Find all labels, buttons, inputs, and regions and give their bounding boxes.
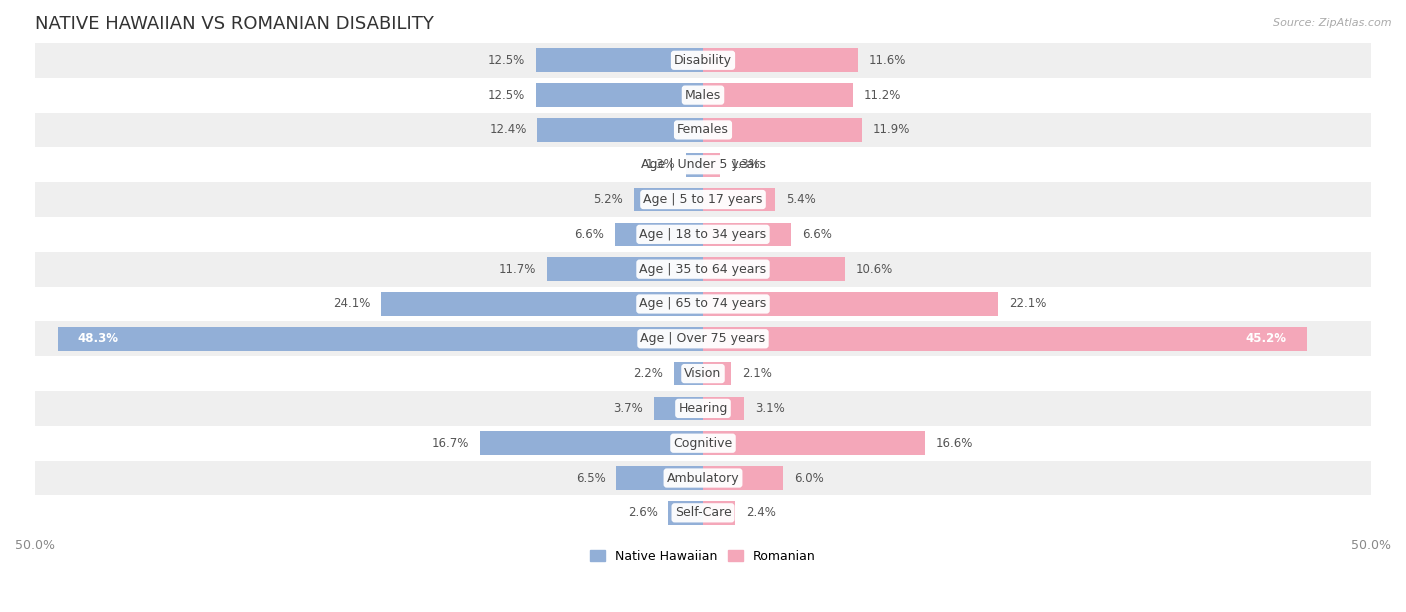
Text: 12.4%: 12.4% <box>489 124 527 136</box>
Text: 2.4%: 2.4% <box>745 506 776 520</box>
Bar <box>35 461 1371 496</box>
Bar <box>703 327 1306 351</box>
Bar <box>703 466 783 490</box>
Text: 11.7%: 11.7% <box>499 263 536 275</box>
Text: 48.3%: 48.3% <box>77 332 118 345</box>
Text: 2.6%: 2.6% <box>627 506 658 520</box>
Text: Cognitive: Cognitive <box>673 437 733 450</box>
Bar <box>673 362 703 386</box>
Text: 11.6%: 11.6% <box>869 54 905 67</box>
Bar <box>381 292 703 316</box>
Bar <box>536 83 703 107</box>
Text: Females: Females <box>678 124 728 136</box>
Bar <box>703 292 998 316</box>
Text: NATIVE HAWAIIAN VS ROMANIAN DISABILITY: NATIVE HAWAIIAN VS ROMANIAN DISABILITY <box>35 15 434 33</box>
Text: 10.6%: 10.6% <box>855 263 893 275</box>
Text: 1.3%: 1.3% <box>645 159 675 171</box>
Text: 6.6%: 6.6% <box>574 228 605 241</box>
Bar <box>35 252 1371 286</box>
Bar <box>58 327 703 351</box>
Bar <box>686 153 703 176</box>
Text: 22.1%: 22.1% <box>1010 297 1046 310</box>
Bar <box>703 362 731 386</box>
Text: Vision: Vision <box>685 367 721 380</box>
Text: Age | Under 5 years: Age | Under 5 years <box>641 159 765 171</box>
Text: 2.1%: 2.1% <box>742 367 772 380</box>
Text: 3.1%: 3.1% <box>755 402 785 415</box>
Text: 16.6%: 16.6% <box>935 437 973 450</box>
Text: Ambulatory: Ambulatory <box>666 471 740 485</box>
Text: Self-Care: Self-Care <box>675 506 731 520</box>
Text: 11.2%: 11.2% <box>863 89 901 102</box>
Bar <box>703 118 862 142</box>
Bar <box>634 188 703 211</box>
Bar <box>703 397 744 420</box>
Bar <box>35 43 1371 78</box>
Text: Age | 35 to 64 years: Age | 35 to 64 years <box>640 263 766 275</box>
Text: Age | Over 75 years: Age | Over 75 years <box>641 332 765 345</box>
Bar <box>35 147 1371 182</box>
Bar <box>35 356 1371 391</box>
Text: Hearing: Hearing <box>678 402 728 415</box>
Bar <box>703 223 792 246</box>
Text: 1.3%: 1.3% <box>731 159 761 171</box>
Bar <box>35 321 1371 356</box>
Bar <box>616 466 703 490</box>
Text: 11.9%: 11.9% <box>873 124 910 136</box>
Bar <box>703 501 735 524</box>
Bar <box>547 257 703 281</box>
Text: 6.0%: 6.0% <box>794 471 824 485</box>
Legend: Native Hawaiian, Romanian: Native Hawaiian, Romanian <box>585 545 821 568</box>
Bar <box>35 391 1371 426</box>
Text: Age | 65 to 74 years: Age | 65 to 74 years <box>640 297 766 310</box>
Bar <box>479 431 703 455</box>
Bar <box>35 113 1371 147</box>
Bar <box>703 257 845 281</box>
Bar <box>35 286 1371 321</box>
Bar <box>537 118 703 142</box>
Text: Age | 18 to 34 years: Age | 18 to 34 years <box>640 228 766 241</box>
Text: 6.6%: 6.6% <box>801 228 832 241</box>
Bar <box>35 426 1371 461</box>
Text: 16.7%: 16.7% <box>432 437 470 450</box>
Text: 2.2%: 2.2% <box>633 367 662 380</box>
Text: 12.5%: 12.5% <box>488 89 526 102</box>
Text: Disability: Disability <box>673 54 733 67</box>
Text: 45.2%: 45.2% <box>1246 332 1286 345</box>
Text: 24.1%: 24.1% <box>333 297 370 310</box>
Bar <box>703 48 858 72</box>
Text: Males: Males <box>685 89 721 102</box>
Bar <box>536 48 703 72</box>
Text: Age | 5 to 17 years: Age | 5 to 17 years <box>644 193 762 206</box>
Bar <box>35 78 1371 113</box>
Bar <box>703 83 852 107</box>
Bar <box>614 223 703 246</box>
Text: 12.5%: 12.5% <box>488 54 526 67</box>
Bar <box>35 496 1371 530</box>
Bar <box>703 431 925 455</box>
Text: 5.2%: 5.2% <box>593 193 623 206</box>
Text: Source: ZipAtlas.com: Source: ZipAtlas.com <box>1274 18 1392 28</box>
Bar <box>35 182 1371 217</box>
Bar <box>703 188 775 211</box>
Bar <box>35 217 1371 252</box>
Text: 5.4%: 5.4% <box>786 193 815 206</box>
Bar <box>703 153 720 176</box>
Text: 6.5%: 6.5% <box>575 471 606 485</box>
Bar <box>654 397 703 420</box>
Bar <box>668 501 703 524</box>
Text: 3.7%: 3.7% <box>613 402 643 415</box>
